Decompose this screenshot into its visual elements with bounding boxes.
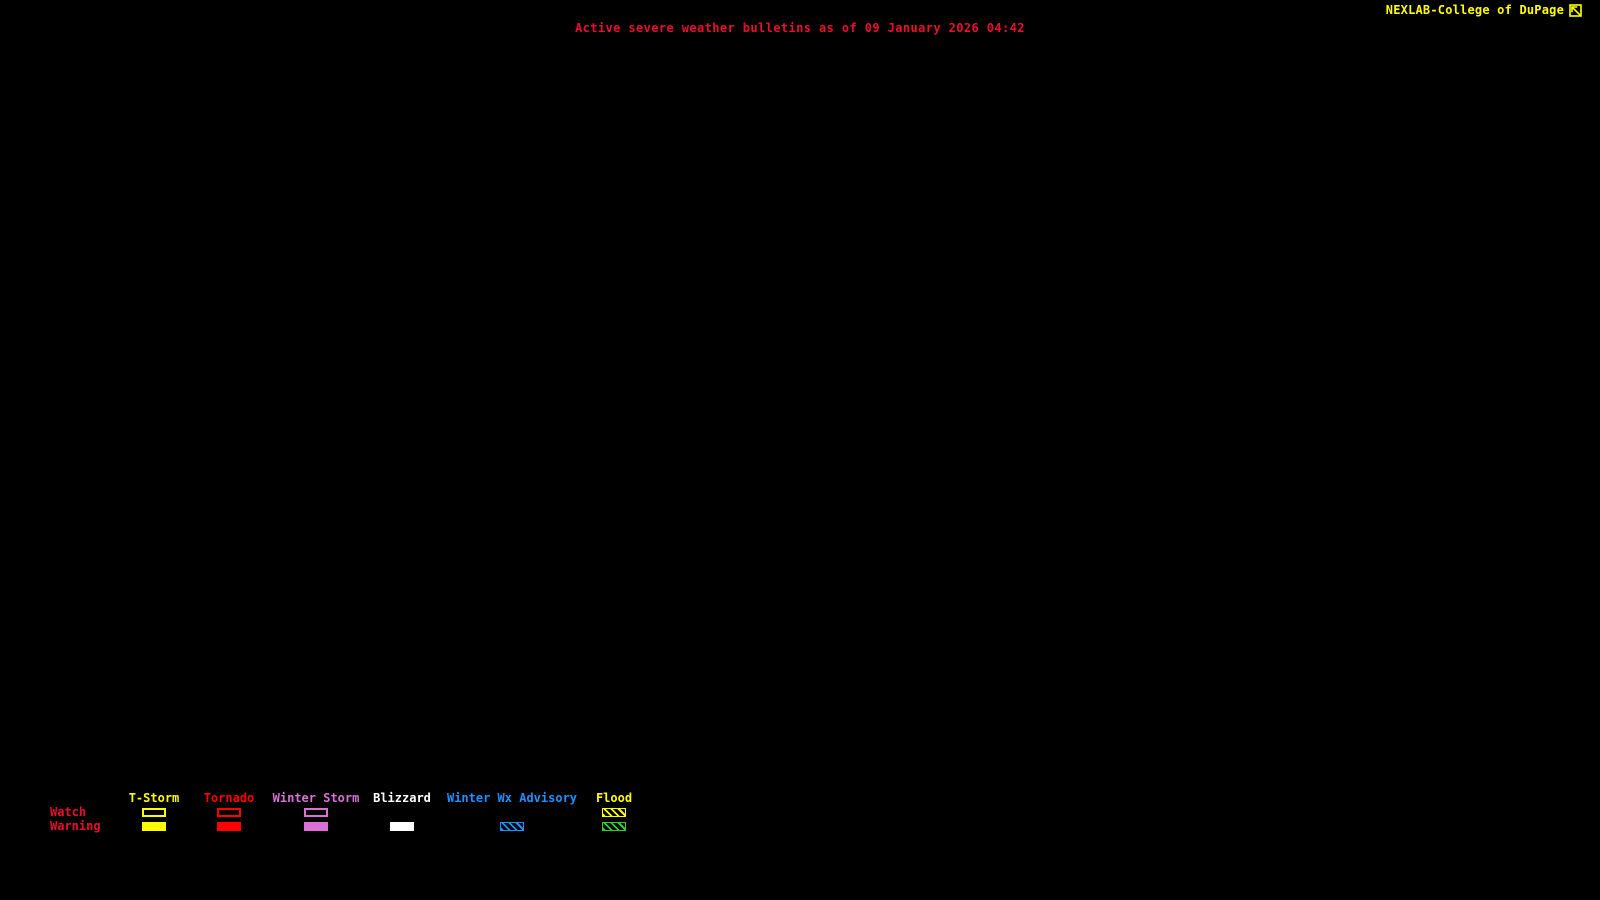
brand-text: NEXLAB-College of DuPage (1385, 3, 1564, 17)
winter-storm-warning-swatch (304, 821, 328, 831)
nw-arrow-box-icon (1569, 3, 1582, 17)
legend: Watch Warning T-Storm Tornado Winter Sto… (50, 792, 638, 834)
legend-column-flood: Flood (590, 792, 638, 833)
tstorm-watch-swatch (142, 807, 166, 817)
legend-column-tornado: Tornado (196, 792, 262, 833)
flood-warning-swatch (602, 821, 626, 831)
winter-storm-watch-swatch (304, 807, 328, 817)
tornado-watch-swatch (217, 807, 241, 817)
legend-row-labels: Watch Warning (50, 792, 112, 833)
legend-column-winter-wx-advisory: Winter Wx Advisory (434, 792, 590, 833)
legend-label-winter-storm: Winter Storm (272, 791, 360, 805)
legend-column-blizzard: Blizzard (370, 792, 434, 833)
legend-warning-label: Warning (50, 819, 101, 833)
legend-label-winter-wx-advisory: Winter Wx Advisory (446, 791, 578, 805)
legend-label-tstorm: T-Storm (128, 791, 180, 805)
legend-label-flood: Flood (595, 791, 633, 805)
legend-label-tornado: Tornado (203, 791, 255, 805)
legend-watch-label: Watch (50, 805, 87, 819)
legend-column-tstorm: T-Storm (112, 792, 196, 833)
flood-watch-swatch (602, 807, 626, 817)
winter-wx-advisory-warning-swatch (500, 821, 524, 831)
page-title: Active severe weather bulletins as of 09… (575, 21, 1025, 35)
tstorm-warning-swatch (142, 821, 166, 831)
brand: NEXLAB-College of DuPage (1386, 3, 1582, 17)
legend-column-winter-storm: Winter Storm (262, 792, 370, 833)
tornado-warning-swatch (217, 821, 241, 831)
blizzard-warning-swatch (390, 821, 414, 831)
legend-label-blizzard: Blizzard (373, 791, 431, 805)
